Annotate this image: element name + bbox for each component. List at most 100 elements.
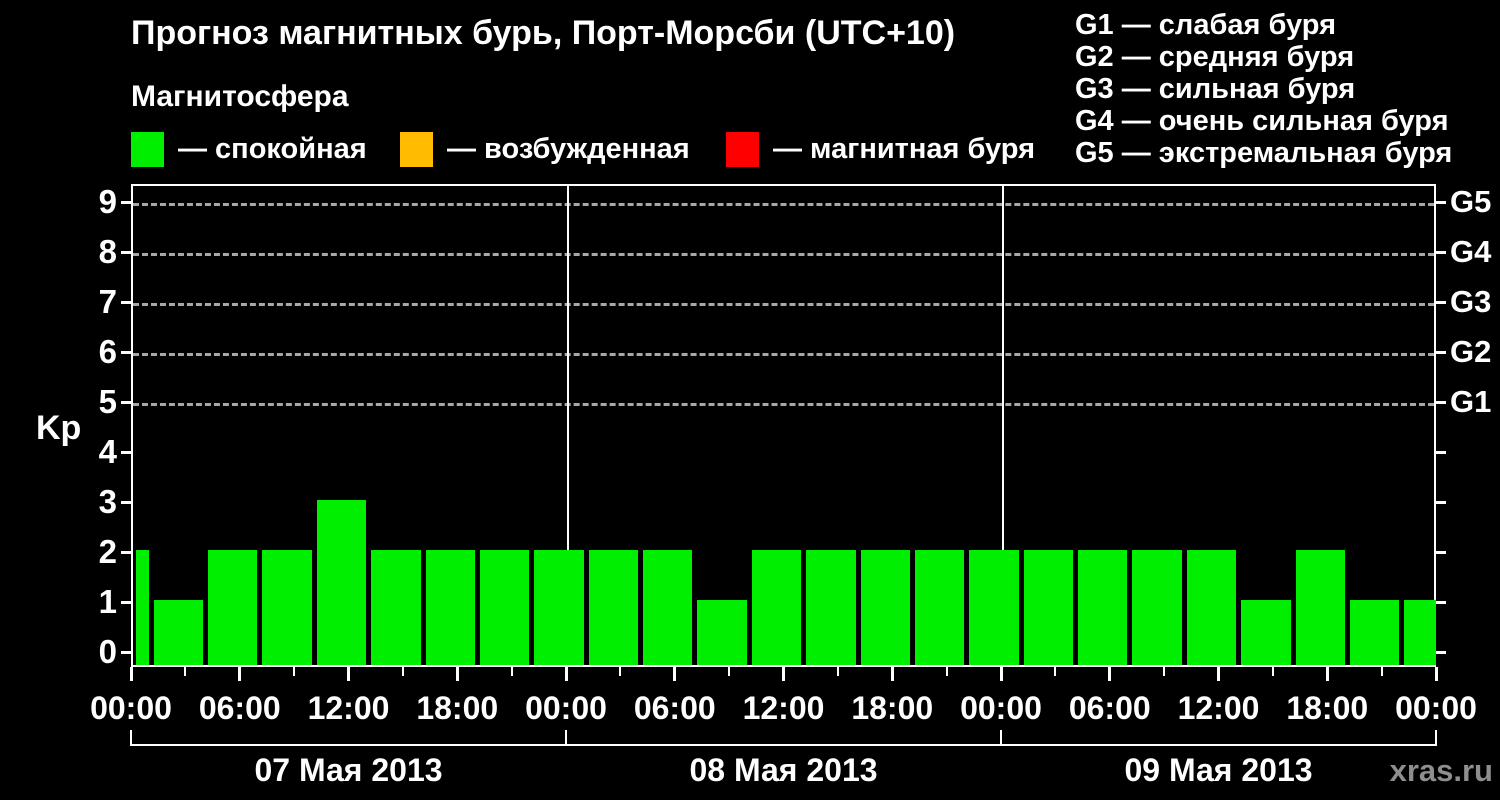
gridline-kp5 xyxy=(133,403,1434,406)
page-title: Прогноз магнитных бурь, Порт-Морсби (UTC… xyxy=(131,14,956,52)
y-axis-tick-left xyxy=(121,401,131,404)
x-axis-major-tick xyxy=(782,667,785,681)
y-axis-tick-right xyxy=(1436,351,1446,354)
y-axis-label-5: 5 xyxy=(98,383,117,420)
x-axis-label: 00:00 xyxy=(90,690,172,726)
x-axis-major-tick xyxy=(347,667,350,681)
day-bracket-tick xyxy=(130,730,132,746)
y-axis-tick-left xyxy=(121,351,131,354)
kp-bar xyxy=(262,550,312,665)
y-axis-tick-right xyxy=(1436,401,1446,404)
y-axis-label-6: 6 xyxy=(98,333,117,370)
excited-color-swatch xyxy=(400,132,433,167)
y-axis-tick-left xyxy=(121,251,131,254)
kp-bar xyxy=(1023,550,1073,665)
gridline-kp6 xyxy=(133,353,1434,356)
x-axis-label: 06:00 xyxy=(198,690,281,726)
x-axis-major-tick xyxy=(129,667,133,681)
kp-bar xyxy=(1404,600,1436,665)
x-axis-major-tick xyxy=(1217,667,1220,681)
kp-bar xyxy=(806,550,856,665)
x-axis-minor-tick xyxy=(510,667,513,676)
y-axis-tick-right xyxy=(1436,551,1446,554)
x-axis-minor-tick xyxy=(1054,667,1057,676)
kp-bar xyxy=(153,600,203,665)
day-boundary-line xyxy=(567,186,569,665)
x-axis-minor-tick xyxy=(293,667,296,676)
x-axis-label: 12:00 xyxy=(1177,690,1260,726)
kp-bar xyxy=(1132,550,1182,665)
gridline-kp8 xyxy=(133,253,1434,256)
g-scale-legend-line-g4: G4 — очень сильная буря xyxy=(1075,105,1449,137)
day-bracket-tick xyxy=(565,730,567,746)
y-axis-tick-left xyxy=(121,651,131,654)
legend-item-excited: — возбужденная xyxy=(400,131,690,168)
kp-bar xyxy=(316,500,367,665)
y-axis-title-kp: Kp xyxy=(36,409,82,447)
g-scale-legend-line-g2: G2 — средняя буря xyxy=(1075,41,1355,73)
y-axis-tick-left xyxy=(121,301,131,304)
day-bracket-tick xyxy=(1435,730,1437,746)
y-axis-label-2: 2 xyxy=(98,533,117,570)
storm-color-swatch xyxy=(726,132,759,167)
x-axis-major-tick xyxy=(999,667,1003,681)
x-axis-major-tick xyxy=(1325,667,1329,681)
y-axis-tick-left xyxy=(121,201,131,204)
gridline-kp7 xyxy=(133,303,1434,306)
y-axis-tick-right xyxy=(1436,251,1446,254)
x-axis-minor-tick xyxy=(184,667,187,676)
kp-bar xyxy=(914,550,965,665)
legend-label-storm: — магнитная буря xyxy=(773,133,1036,165)
x-axis-major-tick xyxy=(1434,667,1438,681)
x-axis-minor-tick xyxy=(1380,667,1383,676)
kp-bar xyxy=(588,550,638,665)
x-axis-label: 06:00 xyxy=(1068,690,1151,726)
x-axis-label: 18:00 xyxy=(416,690,499,726)
x-axis-major-tick xyxy=(455,667,459,681)
kp-bar xyxy=(697,600,747,665)
right-axis-label-g3: G3 xyxy=(1450,284,1492,319)
x-axis-label: 18:00 xyxy=(1286,690,1369,726)
kp-bar xyxy=(371,550,421,665)
y-axis-label-9: 9 xyxy=(98,183,117,220)
day-label: 07 Мая 2013 xyxy=(254,752,443,788)
watermark-xras: xras.ru xyxy=(1389,753,1493,788)
x-axis-label: 00:00 xyxy=(1395,690,1477,726)
y-axis-tick-left xyxy=(121,601,131,604)
y-axis-tick-left xyxy=(121,501,131,504)
day-bracket-line xyxy=(131,744,1436,746)
x-axis-label: 06:00 xyxy=(633,690,716,726)
y-axis-label-4: 4 xyxy=(98,433,117,470)
kp-bar xyxy=(1295,550,1345,665)
right-axis-label-g1: G1 xyxy=(1450,384,1492,419)
y-axis-tick-left xyxy=(121,451,131,454)
x-axis-minor-tick xyxy=(619,667,622,676)
y-axis-label-8: 8 xyxy=(98,233,117,270)
kp-bar xyxy=(1241,600,1291,665)
legend-label-excited: — возбужденная xyxy=(447,133,690,165)
day-bracket-tick xyxy=(1000,730,1002,746)
x-axis-minor-tick xyxy=(728,667,731,676)
x-axis-minor-tick xyxy=(401,667,404,676)
kp-bar xyxy=(425,550,475,665)
kp-bar xyxy=(479,550,530,665)
g-scale-legend-line-g5: G5 — экстремальная буря xyxy=(1075,137,1453,169)
y-axis-label-0: 0 xyxy=(98,633,117,670)
legend-label-quiet: — спокойная xyxy=(178,133,367,165)
quiet-color-swatch xyxy=(131,132,164,167)
y-axis-tick-right xyxy=(1436,601,1446,604)
x-axis-major-tick xyxy=(238,667,242,681)
x-axis-minor-tick xyxy=(1163,667,1166,676)
x-axis-minor-tick xyxy=(1271,667,1274,676)
kp-bar xyxy=(969,550,1019,665)
x-axis-label: 00:00 xyxy=(525,690,607,726)
kp-bar xyxy=(534,550,584,665)
g-scale-legend: G1 — слабая буря G2 — средняя буря G3 — … xyxy=(1075,9,1452,169)
gridline-kp9 xyxy=(133,203,1434,206)
day-label: 09 Мая 2013 xyxy=(1124,752,1313,788)
x-axis-major-tick xyxy=(1108,667,1112,681)
day-label: 08 Мая 2013 xyxy=(689,752,878,788)
y-axis-tick-right xyxy=(1436,651,1446,654)
kp-bar xyxy=(1078,550,1128,665)
